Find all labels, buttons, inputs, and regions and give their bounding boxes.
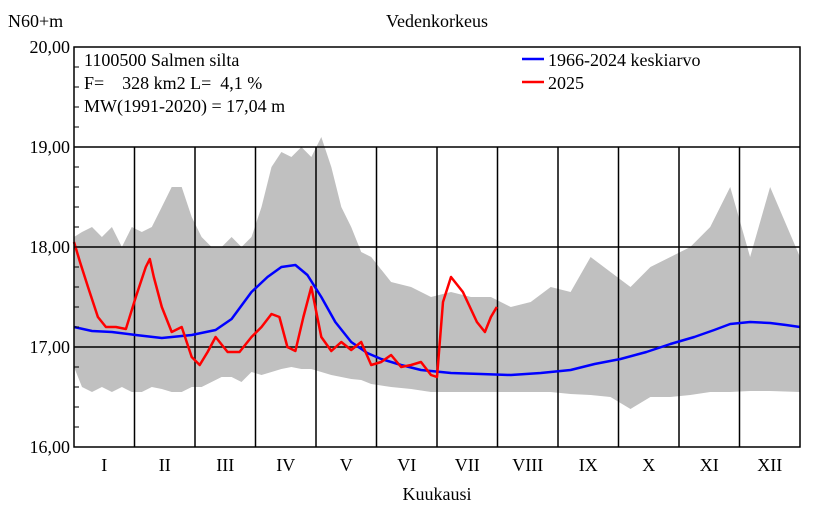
x-tick-label: II — [159, 455, 171, 475]
x-tick-label: VI — [397, 455, 416, 475]
y-tick-labels: 16,00 17,00 18,00 19,00 20,00 — [30, 37, 71, 457]
x-tick-label: X — [642, 455, 655, 475]
info-line-station: 1100500 Salmen silta — [84, 50, 239, 70]
legend-label-2025: 2025 — [548, 73, 584, 93]
x-tick-label: XI — [700, 455, 719, 475]
legend-label-mean: 1966-2024 keskiarvo — [548, 50, 700, 70]
x-tick-label: VII — [455, 455, 480, 475]
grid-lines — [74, 146, 800, 447]
x-tick-label: III — [216, 455, 234, 475]
x-tick-label: VIII — [512, 455, 543, 475]
x-tick-label: IV — [276, 455, 295, 475]
y-axis-label: N60+m — [8, 11, 63, 31]
info-line-mean: MW(1991-2020) = 17,04 m — [84, 96, 285, 117]
x-tick-label: XII — [757, 455, 782, 475]
y-tick-label: 19,00 — [30, 137, 71, 157]
x-tick-label: I — [101, 455, 107, 475]
series-line-mean — [73, 263, 801, 377]
y-tick-label: 16,00 — [30, 437, 71, 457]
x-tick-labels: I II III IV V VI VII VIII IX X XI XII — [101, 455, 782, 475]
info-line-area: F= 328 km2 L= 4,1 % — [84, 73, 262, 93]
series-group — [72, 241, 801, 379]
y-minor-ticks — [74, 46, 79, 448]
series-line-2025 — [72, 241, 498, 379]
chart-title: Vedenkorkeus — [386, 11, 488, 31]
y-tick-label: 20,00 — [30, 37, 71, 57]
x-axis-label: Kuukausi — [403, 484, 472, 504]
y-tick-label: 17,00 — [30, 337, 71, 357]
x-tick-label: V — [340, 455, 353, 475]
x-tick-label: IX — [579, 455, 598, 475]
y-tick-label: 18,00 — [30, 237, 71, 257]
